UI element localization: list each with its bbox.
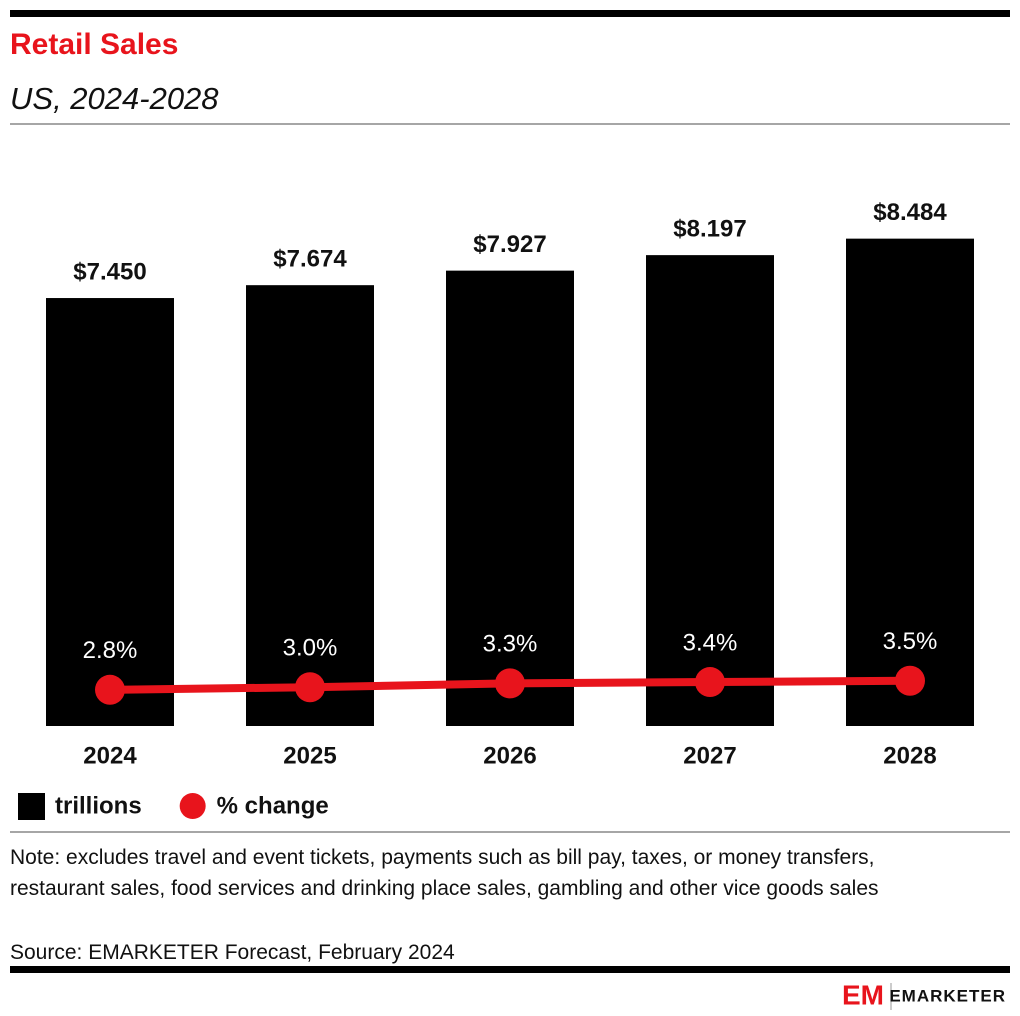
legend-label: % change bbox=[217, 792, 329, 819]
bar bbox=[446, 270, 574, 726]
line-point bbox=[495, 668, 525, 699]
source: Source: EMARKETER Forecast, February 202… bbox=[10, 941, 455, 964]
chart-subtitle: US, 2024-2028 bbox=[10, 81, 219, 116]
line-value-label: 2.8% bbox=[83, 637, 138, 664]
bar bbox=[246, 285, 374, 726]
bar-value-label: $7.674 bbox=[273, 246, 347, 273]
logo-mark: EM bbox=[842, 979, 884, 1010]
line-value-label: 3.5% bbox=[883, 628, 938, 655]
line-point bbox=[295, 672, 325, 703]
legend-label: trillions bbox=[55, 792, 142, 819]
logo-name: EMARKETER bbox=[889, 986, 1006, 1005]
bar-value-label: $7.450 bbox=[73, 258, 146, 285]
x-tick-label: 2024 bbox=[83, 742, 137, 769]
note: Note: excludes travel and event tickets,… bbox=[10, 846, 879, 900]
x-tick-label: 2025 bbox=[283, 742, 336, 769]
legend: trillions % change bbox=[18, 792, 329, 820]
bar bbox=[46, 298, 174, 726]
legend-swatch bbox=[18, 793, 45, 820]
x-tick-label: 2028 bbox=[883, 742, 936, 769]
bar-value-label: $7.927 bbox=[473, 231, 546, 258]
chart-title: Retail Sales bbox=[10, 28, 178, 61]
bar-value-label: $8.484 bbox=[873, 199, 947, 226]
line-value-label: 3.0% bbox=[283, 635, 338, 662]
bottom-rule bbox=[10, 966, 1010, 973]
line-point bbox=[95, 674, 125, 705]
line-value-label: 3.3% bbox=[483, 631, 538, 658]
line-point bbox=[695, 667, 725, 698]
legend-swatch bbox=[179, 793, 206, 819]
bar bbox=[846, 238, 974, 726]
x-tick-label: 2027 bbox=[683, 742, 736, 769]
top-rule bbox=[10, 10, 1010, 17]
plot: 2024 2025 2026 2027 2028 $7.450 $7.674 $7.927 $8… bbox=[46, 199, 974, 769]
line-value-label: 3.4% bbox=[683, 629, 738, 656]
bar bbox=[646, 255, 774, 727]
x-tick-label: 2026 bbox=[483, 742, 536, 769]
line-point bbox=[895, 665, 925, 696]
bar-value-label: $8.197 bbox=[673, 215, 746, 242]
